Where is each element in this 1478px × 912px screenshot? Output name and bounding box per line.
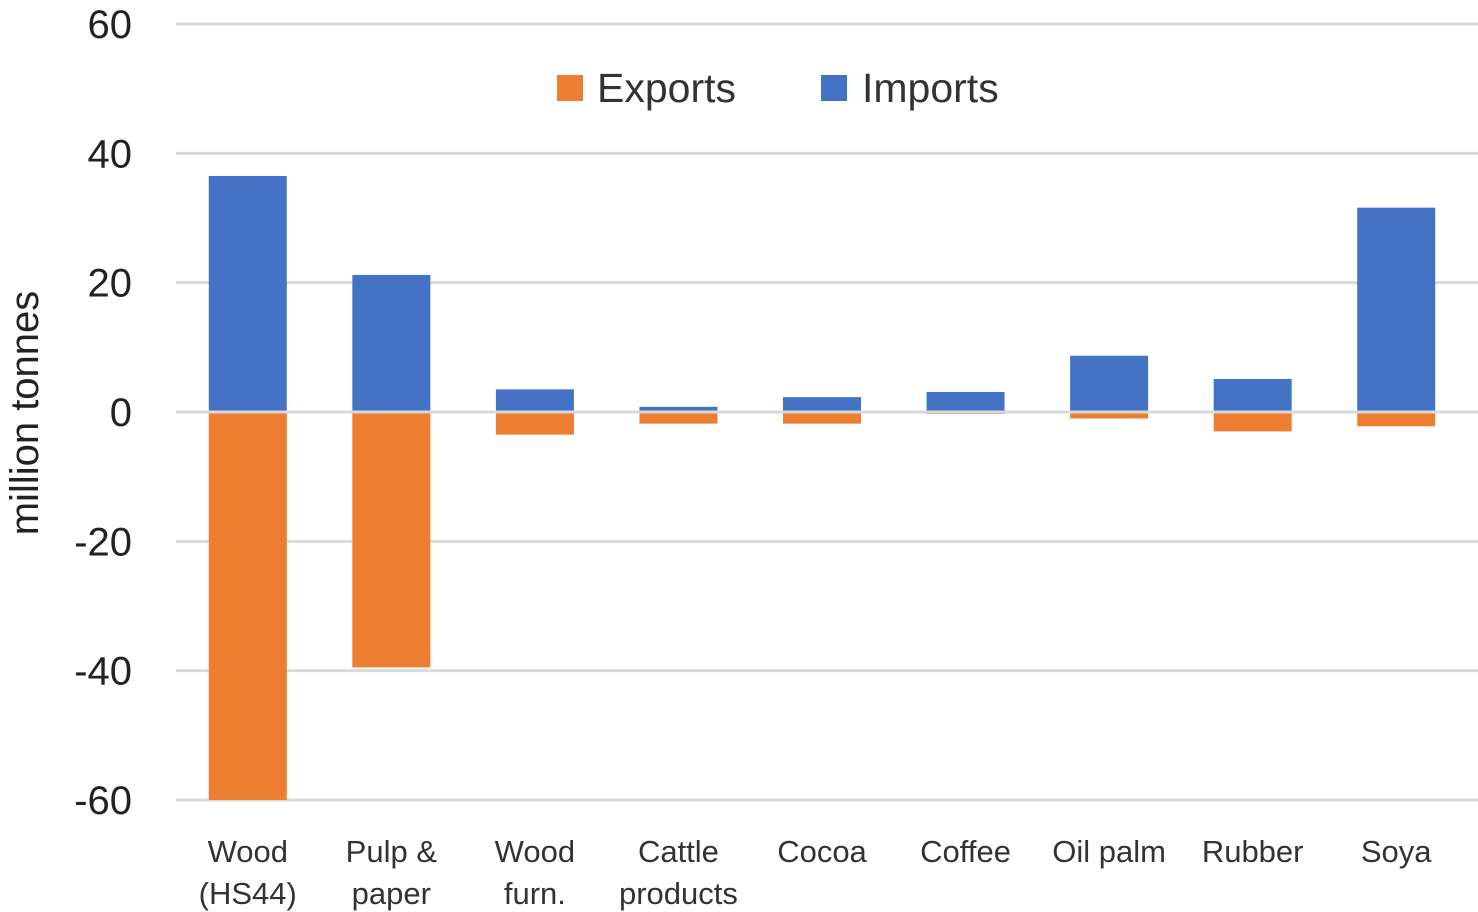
bars xyxy=(208,175,1436,800)
y-tick-label: 20 xyxy=(88,262,133,306)
x-tick-label: Wood xyxy=(495,834,575,869)
bar-exports xyxy=(1213,412,1292,432)
bar-imports xyxy=(495,389,574,412)
x-tick-label: Pulp & xyxy=(346,834,438,869)
x-tick-label: Soya xyxy=(1361,834,1432,869)
legend: Exports Imports xyxy=(557,65,999,111)
x-axis-ticks: Wood (HS44) Pulp & paper Wood furn. Cattle prod… xyxy=(199,834,1433,911)
bar-imports xyxy=(208,175,287,412)
y-tick-label: 60 xyxy=(88,3,133,47)
y-tick-label: -60 xyxy=(74,779,132,823)
bar-imports xyxy=(352,274,431,412)
x-tick-label: paper xyxy=(352,876,431,911)
x-tick-label: Cattle xyxy=(638,834,719,869)
bar-exports xyxy=(495,412,574,435)
x-tick-label: (HS44) xyxy=(199,876,297,911)
y-tick-label: -40 xyxy=(74,650,132,694)
bar-imports xyxy=(639,406,718,412)
y-axis-label: million tonnes xyxy=(3,291,47,536)
y-tick-label: 0 xyxy=(110,391,132,435)
x-tick-label: Rubber xyxy=(1202,834,1304,869)
bar-imports xyxy=(783,397,861,412)
bar-imports xyxy=(1213,379,1292,412)
bar-exports xyxy=(783,412,861,424)
bar-exports xyxy=(208,412,287,800)
bar-exports xyxy=(639,412,718,424)
bar-exports xyxy=(1357,412,1436,427)
legend-label-imports: Imports xyxy=(862,65,999,111)
bar-imports xyxy=(926,391,1005,412)
x-tick-label: Cocoa xyxy=(777,834,867,869)
bar-exports xyxy=(1070,412,1149,419)
y-tick-label: -20 xyxy=(74,520,132,564)
x-tick-label: Wood xyxy=(208,834,288,869)
legend-swatch-exports xyxy=(557,75,583,101)
bar-imports xyxy=(1070,355,1149,412)
bar-exports xyxy=(352,412,431,668)
legend-swatch-imports xyxy=(821,75,847,101)
legend-label-exports: Exports xyxy=(597,65,736,111)
y-axis-ticks: 60 40 20 0 -20 -40 -60 xyxy=(74,3,132,823)
x-tick-label: Coffee xyxy=(920,834,1011,869)
bar-imports xyxy=(1357,207,1436,412)
y-tick-label: 40 xyxy=(88,132,133,176)
x-tick-label: products xyxy=(619,876,738,911)
x-tick-label: furn. xyxy=(504,876,566,911)
x-tick-label: Oil palm xyxy=(1052,834,1166,869)
